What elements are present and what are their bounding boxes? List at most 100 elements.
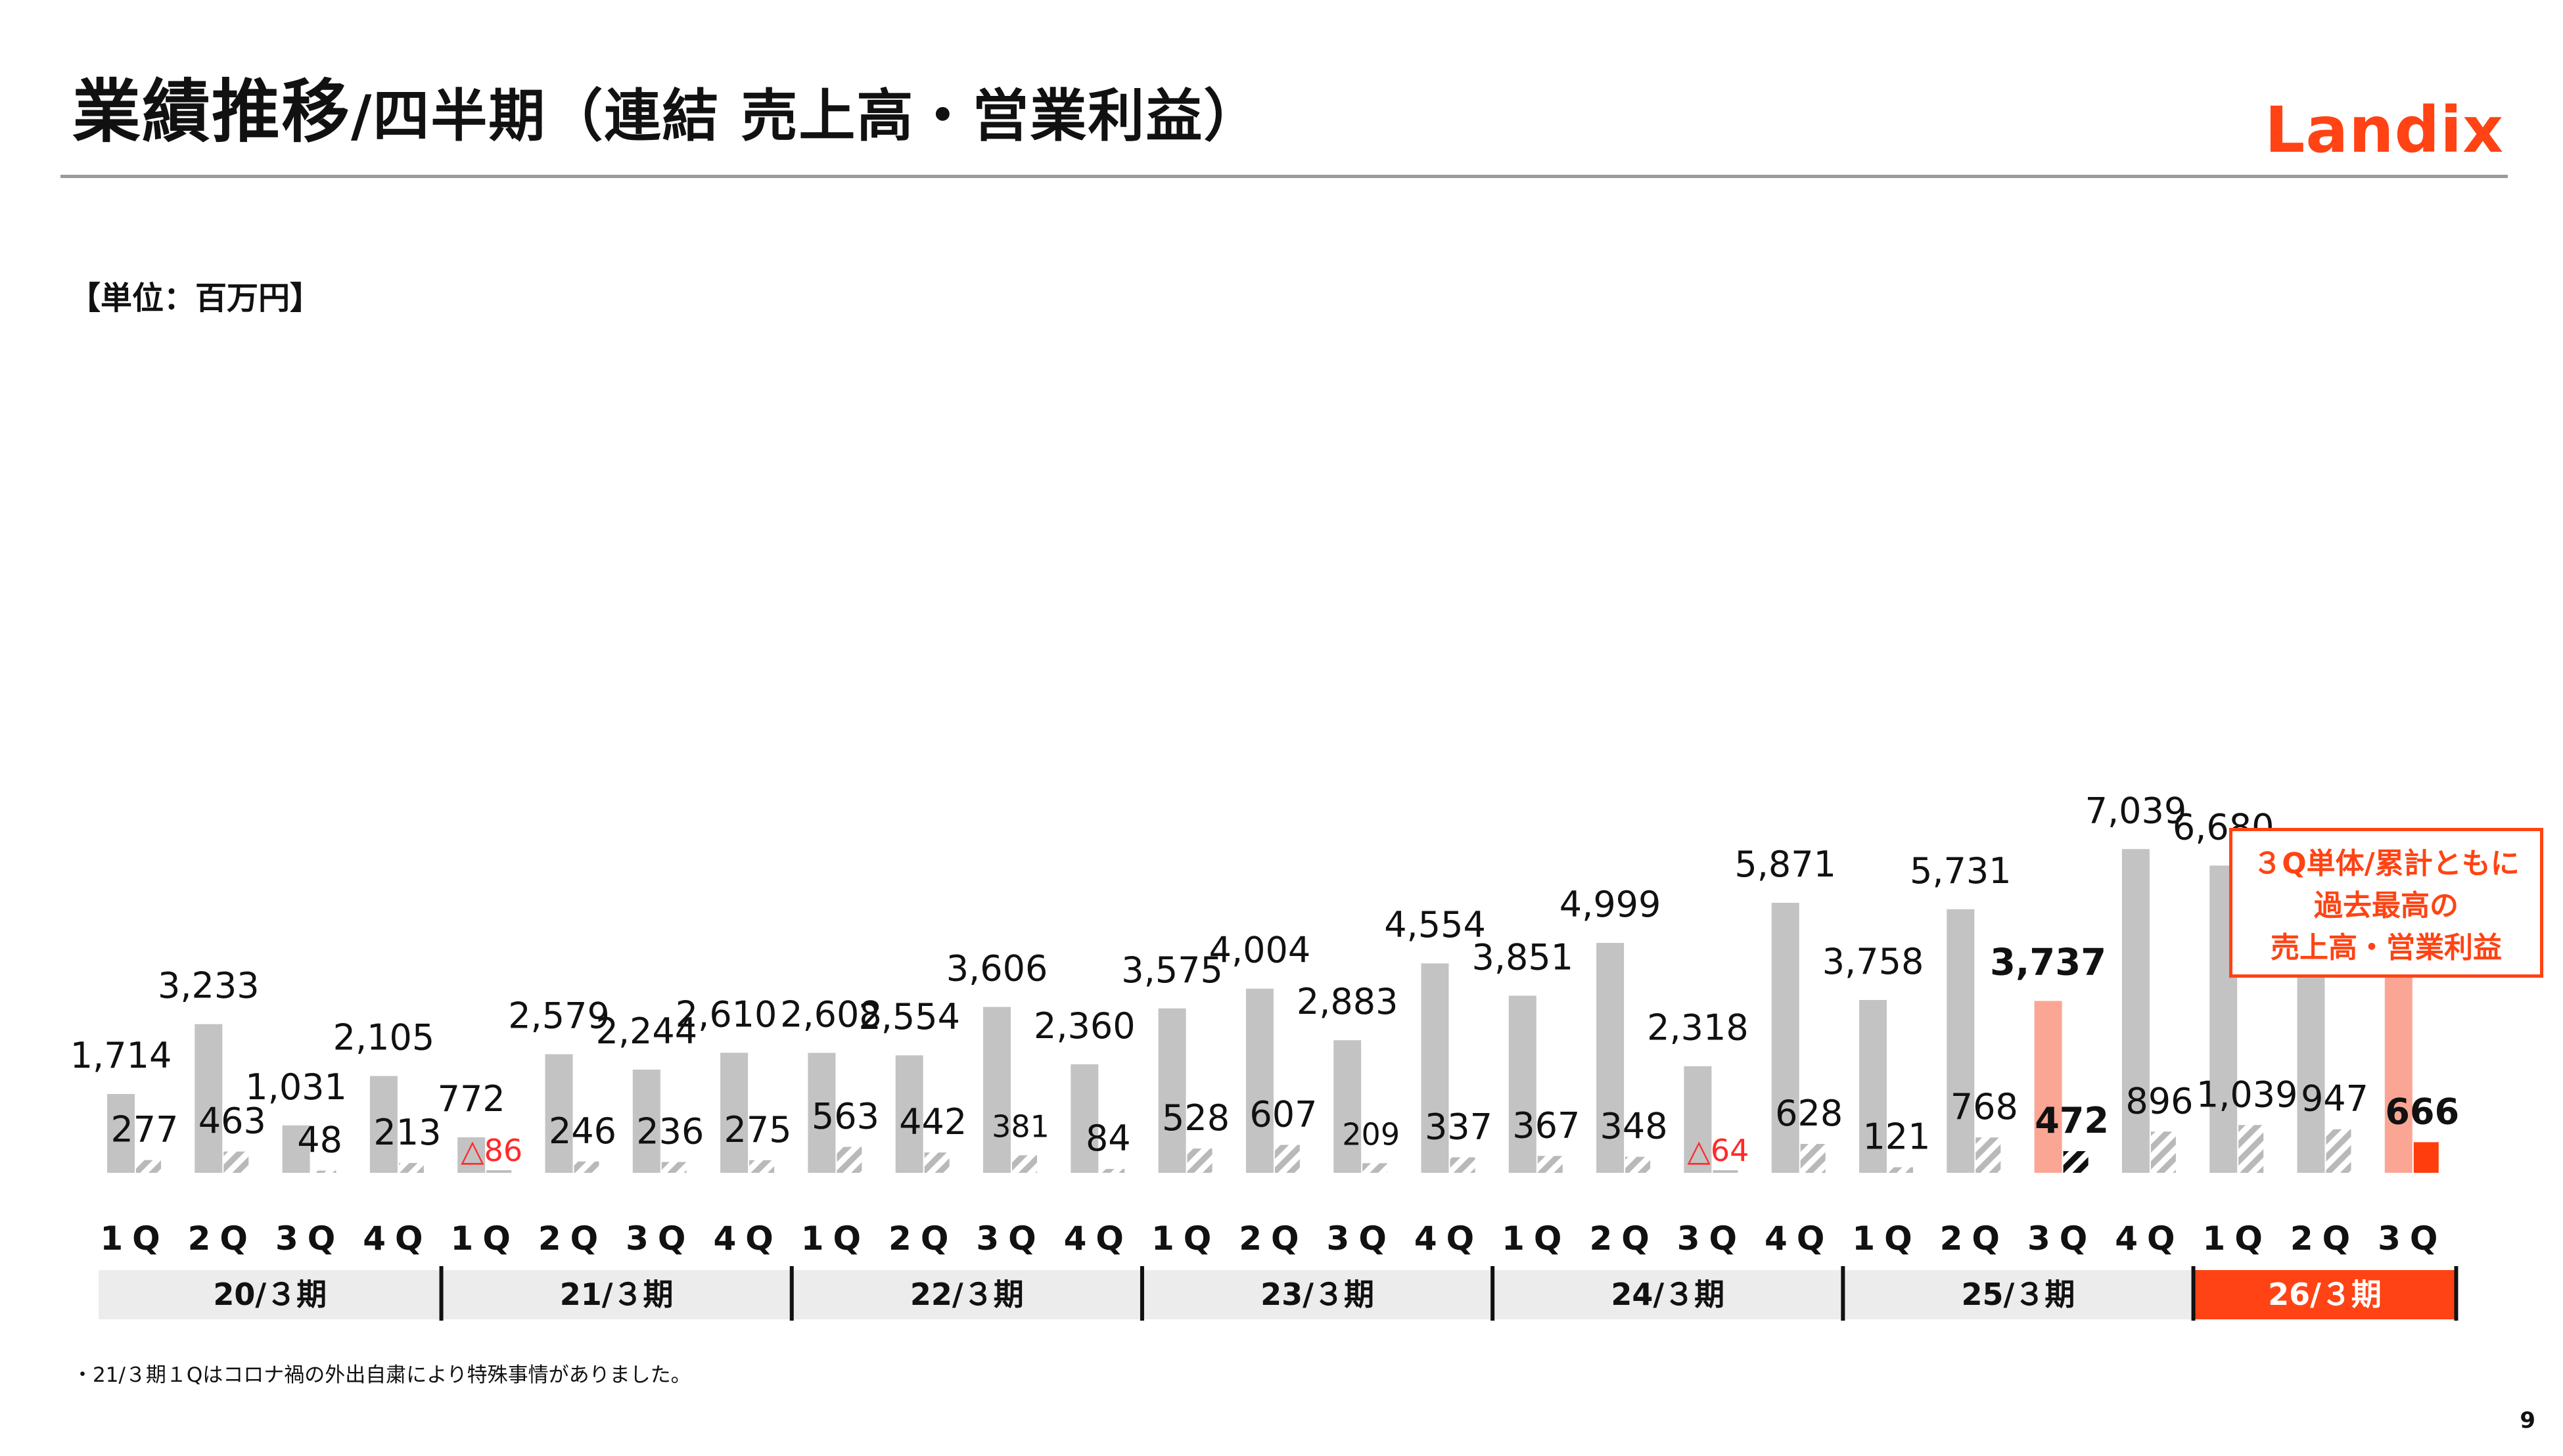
revenue-label: 3,737 bbox=[1990, 941, 2106, 984]
profit-bar bbox=[1713, 1170, 1738, 1173]
revenue-bar bbox=[720, 1053, 749, 1173]
profit-bar bbox=[2413, 1142, 2439, 1173]
revenue-label: 2,608 bbox=[780, 993, 882, 1035]
period-band bbox=[99, 1270, 442, 1319]
period-band bbox=[441, 1270, 792, 1319]
profit-bar bbox=[223, 1151, 249, 1173]
unit-label: 【単位：百万円】 bbox=[69, 280, 322, 317]
period-label: 21/３期 bbox=[560, 1277, 674, 1312]
profit-bar bbox=[2063, 1150, 2089, 1173]
profit-label: 896 bbox=[2125, 1080, 2193, 1122]
revenue-label: 4,004 bbox=[1209, 930, 1311, 971]
revenue-label: 2,579 bbox=[508, 995, 610, 1036]
period-label: 20/３期 bbox=[213, 1277, 327, 1312]
quarter-label: 4Q bbox=[1414, 1219, 1483, 1258]
period-band bbox=[1843, 1270, 2194, 1319]
profit-bar bbox=[924, 1152, 950, 1173]
profit-label: 236 bbox=[636, 1110, 704, 1152]
revenue-bar bbox=[632, 1069, 660, 1173]
profit-bar bbox=[1537, 1156, 1563, 1173]
revenue-bar bbox=[1333, 1040, 1362, 1173]
profit-label: 48 bbox=[297, 1120, 342, 1161]
quarter-label: 4Q bbox=[1765, 1219, 1834, 1258]
profit-label: 1,039 bbox=[2196, 1074, 2298, 1115]
revenue-label: 772 bbox=[438, 1078, 505, 1120]
period-band bbox=[1142, 1270, 1493, 1319]
revenue-label: 1,714 bbox=[70, 1035, 172, 1076]
profit-label: 442 bbox=[899, 1101, 967, 1143]
quarter-label: 1Q bbox=[100, 1219, 169, 1258]
revenue-bar bbox=[808, 1053, 836, 1173]
period-label: 22/３期 bbox=[910, 1277, 1024, 1312]
profit-label: 947 bbox=[2301, 1078, 2368, 1120]
revenue-bar bbox=[1947, 909, 1975, 1173]
profit-label: 84 bbox=[1086, 1118, 1131, 1159]
profit-label: 472 bbox=[2035, 1100, 2109, 1141]
quarter-label: 4Q bbox=[363, 1219, 432, 1258]
quarter-label: 2Q bbox=[1589, 1219, 1658, 1258]
period-divider bbox=[1140, 1266, 1144, 1321]
profit-bar bbox=[1274, 1145, 1300, 1173]
title-sub: /四半期（連結 売上高・営業利益） bbox=[351, 83, 1262, 149]
revenue-bar bbox=[1071, 1064, 1099, 1173]
revenue-bar bbox=[1859, 999, 1887, 1173]
revenue-label: 3,233 bbox=[158, 965, 260, 1007]
quarter-label: 2Q bbox=[889, 1219, 958, 1258]
profit-bar bbox=[2238, 1125, 2264, 1173]
revenue-label: 2,318 bbox=[1647, 1007, 1749, 1049]
revenue-bar bbox=[107, 1094, 135, 1173]
quarter-label: 1Q bbox=[2203, 1219, 2272, 1258]
profit-bar bbox=[398, 1163, 424, 1173]
quarter-label: 3Q bbox=[976, 1219, 1045, 1258]
profit-label: 563 bbox=[812, 1096, 879, 1137]
quarter-label: 2Q bbox=[1239, 1219, 1308, 1258]
period-divider bbox=[789, 1266, 794, 1321]
callout-line-3: 売上高・営業利益 bbox=[2271, 931, 2502, 965]
profit-bar bbox=[1888, 1167, 1913, 1173]
record-high-callout: ３Q単体/累計ともに 過去最高の 売上高・営業利益 bbox=[2229, 828, 2543, 978]
profit-bar bbox=[1012, 1155, 1037, 1173]
footnote: ・21/３期１Qはコロナ禍の外出自粛により特殊事情がありました。 bbox=[72, 1363, 691, 1387]
profit-label: 628 bbox=[1775, 1093, 1843, 1134]
profit-bar bbox=[574, 1161, 599, 1173]
period-label: 23/３期 bbox=[1260, 1277, 1374, 1312]
profit-bar bbox=[1800, 1144, 1826, 1173]
profit-bar bbox=[1625, 1156, 1651, 1173]
quarter-label: 1Q bbox=[1852, 1219, 1921, 1258]
revenue-bar bbox=[1158, 1008, 1186, 1173]
period-band bbox=[2193, 1270, 2457, 1319]
profit-label: 768 bbox=[1951, 1086, 2018, 1127]
profit-label: 337 bbox=[1425, 1106, 1492, 1147]
callout-line-1: ３Q単体/累計ともに bbox=[2253, 847, 2520, 880]
revenue-label: 2,883 bbox=[1297, 981, 1398, 1022]
quarter-label: 1Q bbox=[1151, 1219, 1220, 1258]
revenue-label: 3,606 bbox=[946, 948, 1048, 990]
profit-bar bbox=[1975, 1137, 2001, 1173]
quarter-label: 1Q bbox=[1502, 1219, 1571, 1258]
quarter-label: 2Q bbox=[1940, 1219, 2009, 1258]
revenue-label: 2,360 bbox=[1034, 1005, 1136, 1047]
revenue-bar bbox=[2121, 849, 2150, 1173]
revenue-bar bbox=[282, 1125, 310, 1173]
revenue-bar bbox=[1508, 995, 1536, 1173]
profit-label: 213 bbox=[373, 1112, 441, 1153]
profit-bar bbox=[661, 1162, 687, 1173]
profit-bar bbox=[1187, 1149, 1212, 1173]
revenue-bar bbox=[1596, 943, 1625, 1173]
profit-label: △64 bbox=[1687, 1133, 1749, 1168]
revenue-label: 2,105 bbox=[333, 1017, 435, 1058]
revenue-label: 2,554 bbox=[858, 996, 960, 1037]
quarter-label: 4Q bbox=[1064, 1219, 1133, 1258]
revenue-label: 4,554 bbox=[1384, 904, 1486, 945]
profit-label: 367 bbox=[1512, 1104, 1580, 1146]
revenue-bar bbox=[1771, 903, 1799, 1173]
quarter-label: 3Q bbox=[275, 1219, 344, 1258]
quarter-label: 4Q bbox=[2115, 1219, 2184, 1258]
profit-bar bbox=[1099, 1169, 1125, 1173]
revenue-label: 4,999 bbox=[1559, 884, 1661, 925]
profit-bar bbox=[311, 1170, 336, 1173]
profit-label: 607 bbox=[1249, 1094, 1317, 1135]
profit-label: 463 bbox=[198, 1101, 266, 1142]
callout-line-2: 過去最高の bbox=[2314, 889, 2459, 922]
